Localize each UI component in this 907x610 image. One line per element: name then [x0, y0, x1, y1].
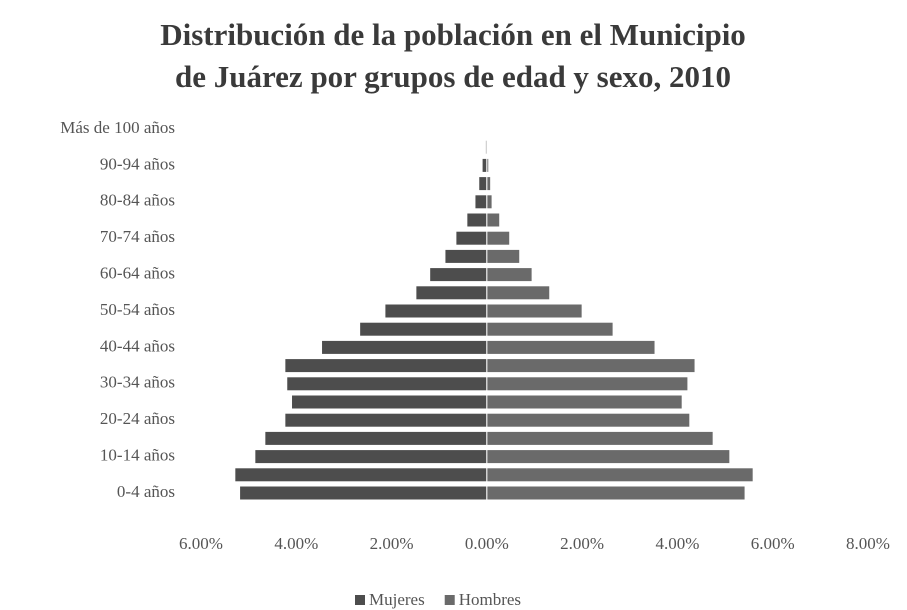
bar: [486, 467, 754, 483]
bar: [486, 285, 551, 301]
bar: [486, 485, 746, 501]
bar: [291, 394, 488, 410]
bar: [481, 157, 488, 173]
y-tick-label: 30-34 años: [100, 373, 175, 392]
bar: [444, 248, 488, 264]
legend-label: Hombres: [459, 590, 521, 609]
legend-label: Mujeres: [369, 590, 425, 609]
bar: [486, 394, 683, 410]
y-tick-label: 20-24 años: [100, 409, 175, 428]
bar: [284, 358, 488, 374]
legend-swatch: [355, 595, 365, 605]
bar: [239, 485, 488, 501]
y-tick-label: 60-64 años: [100, 264, 175, 283]
legend-swatch: [444, 595, 455, 605]
x-tick-label: 4.00%: [655, 534, 699, 553]
bar: [254, 449, 488, 465]
bar: [474, 194, 488, 210]
bar: [486, 248, 521, 264]
bar: [234, 467, 488, 483]
chart-title: de Juárez por grupos de edad y sexo, 201…: [175, 59, 731, 94]
bar: [284, 412, 488, 428]
bar: [486, 358, 696, 374]
x-tick-label: 0.00%: [465, 534, 509, 553]
bar: [486, 230, 511, 246]
bar: [429, 267, 488, 283]
x-tick-label: 6.00%: [179, 534, 223, 553]
x-tick-label: 6.00%: [751, 534, 795, 553]
bar: [486, 449, 731, 465]
y-tick-label: 80-84 años: [100, 191, 175, 210]
x-tick-label: 8.00%: [846, 534, 890, 553]
y-tick-label: Más de 100 años: [60, 118, 175, 137]
y-tick-label: 40-44 años: [100, 336, 175, 355]
x-tick-label: 4.00%: [274, 534, 318, 553]
bar: [286, 376, 488, 392]
bar: [384, 303, 488, 319]
bar: [264, 430, 488, 446]
bar: [486, 194, 493, 210]
bar: [486, 212, 501, 228]
bar: [486, 267, 533, 283]
bar: [486, 430, 714, 446]
bar: [466, 212, 488, 228]
bar: [486, 157, 490, 173]
y-tick-label: 70-74 años: [100, 227, 175, 246]
bar: [478, 176, 488, 192]
y-tick-label: 90-94 años: [100, 154, 175, 173]
y-tick-label: 50-54 años: [100, 300, 175, 319]
bar: [486, 339, 656, 355]
bar: [486, 303, 583, 319]
bar: [415, 285, 488, 301]
bar: [455, 230, 488, 246]
bar: [321, 339, 488, 355]
chart-title: Distribución de la población en el Munic…: [160, 17, 746, 52]
bar: [486, 412, 691, 428]
x-tick-label: 2.00%: [370, 534, 414, 553]
y-tick-label: 0-4 años: [117, 482, 175, 501]
bar: [486, 376, 689, 392]
y-tick-label: 10-14 años: [100, 446, 175, 465]
bar: [486, 321, 614, 337]
bar: [359, 321, 488, 337]
bar: [486, 176, 492, 192]
x-tick-label: 2.00%: [560, 534, 604, 553]
